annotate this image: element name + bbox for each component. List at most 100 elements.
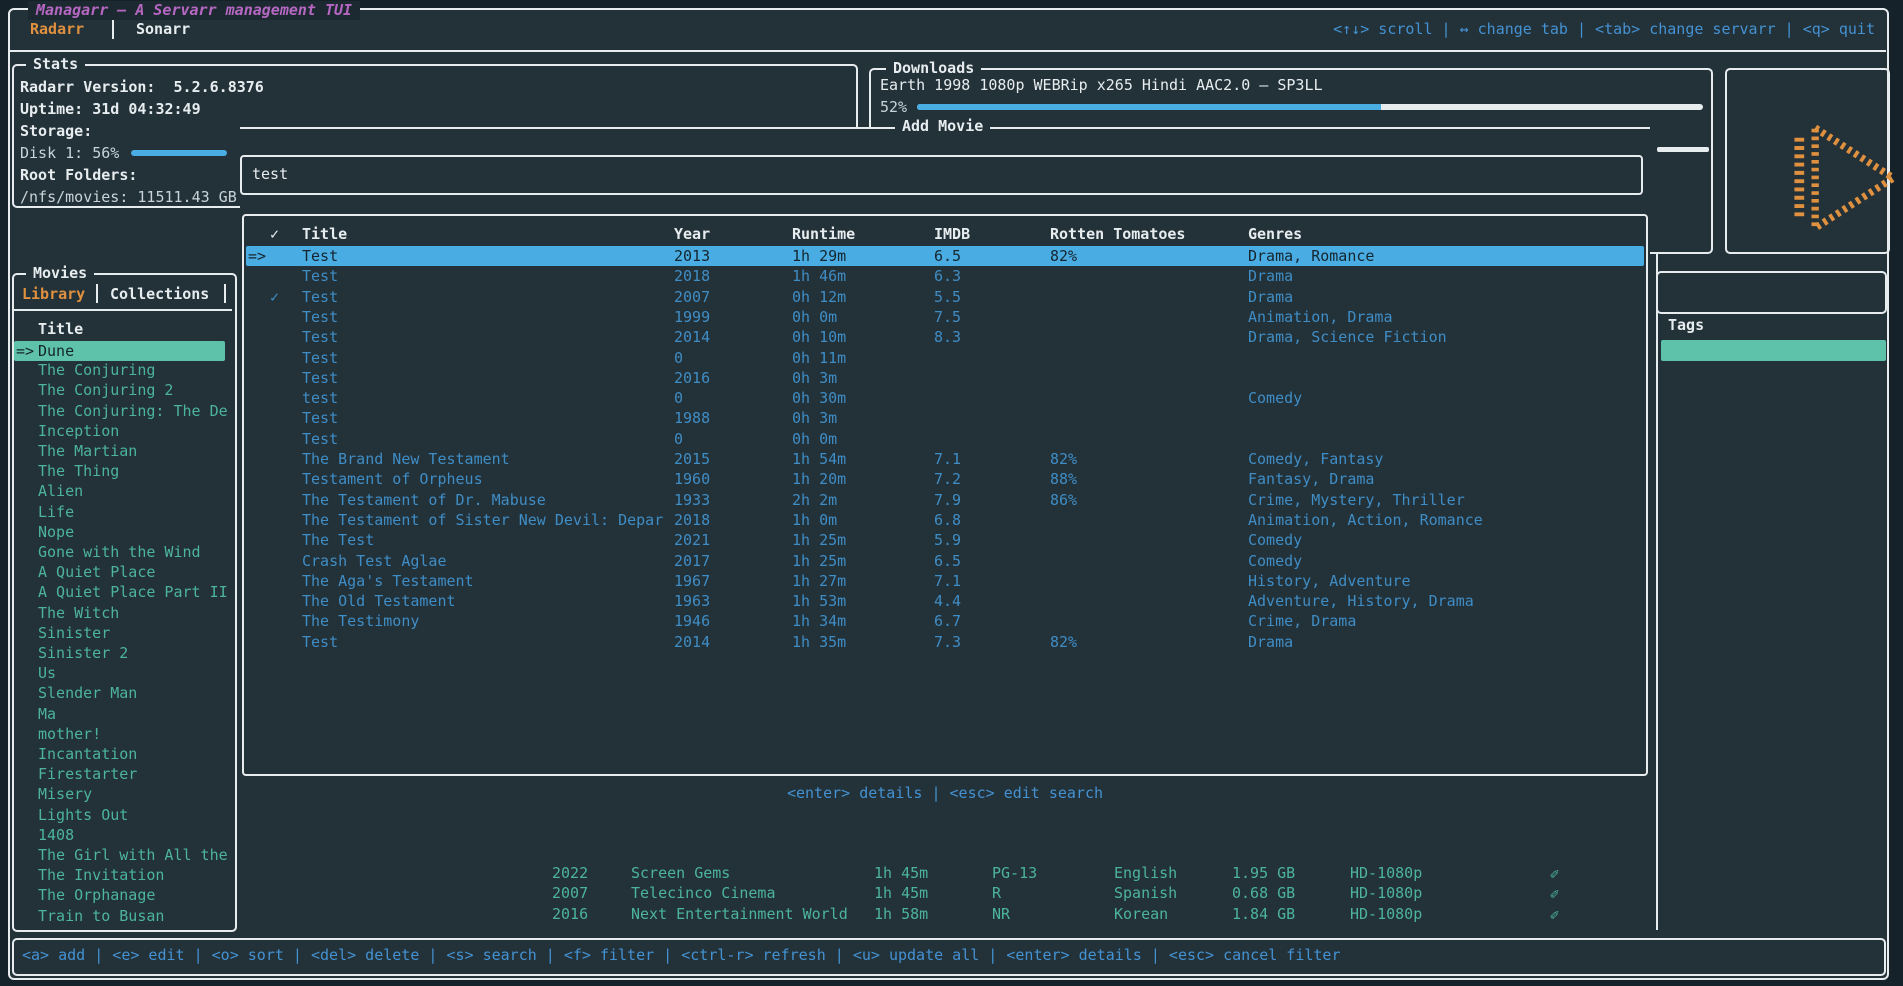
library-list-item[interactable]: A Quiet Place Part II (38, 583, 228, 602)
movie-title: Test (302, 287, 339, 306)
library-list-item[interactable]: A Quiet Place (38, 563, 156, 582)
tags-label: Tags (1668, 316, 1705, 334)
movie-imdb-rating: 7.3 (934, 632, 962, 651)
search-result-row[interactable]: Test 2018 1h 46m 6.3 Drama (246, 266, 1644, 286)
movie-search-box (240, 155, 1643, 195)
library-list-item[interactable]: Lights Out (38, 805, 129, 824)
movie-quality: HD-1080p (1350, 904, 1423, 923)
library-list-item[interactable]: Alien (38, 482, 84, 501)
movie-language: English (1114, 864, 1178, 882)
library-list-item[interactable]: mother! (38, 724, 102, 743)
library-list-item[interactable]: The Conjuring (38, 361, 156, 380)
movie-runtime: 1h 45m (874, 864, 929, 882)
library-list-item[interactable]: Sinister 2 (38, 644, 129, 662)
search-result-row[interactable]: The Brand New Testament 2015 1h 54m 7.1 82% C… (246, 449, 1644, 469)
movie-imdb-rating: 7.1 (934, 571, 962, 590)
stats-root-folders-label: Root Folders: (20, 166, 138, 184)
movie-year: 2022 (552, 864, 589, 882)
search-result-row[interactable]: Test 2014 1h 35m 7.3 82% Drama (246, 632, 1644, 652)
library-list-item[interactable]: The Conjuring 2 (38, 381, 174, 400)
library-list-item[interactable]: The Girl with All the (38, 846, 228, 864)
search-result-row[interactable]: The Test 2021 1h 25m 5.9 Comedy (246, 530, 1644, 550)
movie-imdb-rating: 5.9 (934, 531, 962, 550)
tab-sonarr[interactable]: Sonarr (136, 20, 191, 38)
movie-title: Crash Test Aglae (302, 551, 447, 570)
library-list-item[interactable]: 1408 (38, 825, 75, 844)
library-list-item[interactable]: Misery (38, 785, 93, 804)
library-list-item[interactable]: The Invitation (38, 866, 165, 885)
movie-runtime: 1h 46m (792, 267, 847, 286)
movie-title: The Test (302, 531, 375, 550)
tab-library[interactable]: Library (22, 285, 86, 303)
library-selected-item[interactable]: => Dune (14, 341, 225, 361)
movies-panel-title: Movies (26, 265, 95, 282)
movie-year: 1988 (674, 409, 711, 428)
movie-runtime: 0h 10m (792, 328, 847, 347)
movie-runtime: 1h 35m (792, 632, 847, 651)
download-progress-label: 52% (880, 98, 908, 116)
edit-pencil-icon: ✎ (1550, 885, 1560, 904)
search-result-row[interactable]: ✓ Test 2007 0h 12m 5.5 Drama (246, 287, 1644, 307)
movie-imdb-rating: 6.5 (934, 551, 962, 570)
library-list-item[interactable]: Life (38, 502, 75, 521)
movies-panel (12, 273, 237, 932)
search-result-row[interactable]: Testament of Orpheus 1960 1h 20m 7.2 88% Fant… (246, 469, 1644, 489)
library-list-item[interactable]: Firestarter (38, 765, 138, 784)
movie-genres: Animation, Action, Romance (1248, 510, 1483, 529)
library-list-item[interactable]: The Thing (38, 462, 120, 481)
movie-genres: Drama (1248, 632, 1294, 651)
movie-imdb-rating: 7.2 (934, 470, 962, 489)
movie-rt-rating: 88% (1050, 470, 1078, 489)
movie-genres: Comedy, Fantasy (1248, 450, 1384, 468)
tab-collections[interactable]: Collections (110, 285, 210, 303)
movie-search-input[interactable] (252, 165, 1622, 183)
tab-radarr[interactable]: Radarr (30, 20, 85, 38)
library-list-item[interactable]: Nope (38, 522, 75, 541)
movie-year: 0 (674, 429, 684, 448)
movie-title: Test (302, 328, 339, 347)
disk-usage-gauge (131, 150, 227, 156)
movie-title: Test (302, 307, 339, 326)
movie-genres: Crime, Mystery, Thriller (1248, 490, 1465, 509)
managarr-logo-icon (1745, 84, 1903, 277)
library-list-item[interactable]: Inception (38, 421, 120, 440)
search-result-row[interactable]: The Testament of Sister New Devil: Depar… (246, 510, 1644, 530)
library-list-item[interactable]: Ma (38, 704, 57, 723)
library-list-item[interactable]: Incantation (38, 745, 138, 763)
library-list-item[interactable]: Train to Busan (38, 906, 165, 925)
search-result-row[interactable]: Test 2014 0h 10m 8.3 Drama, Science Fiction (246, 327, 1644, 347)
search-result-row[interactable]: Test 0 0h 0m (246, 429, 1644, 449)
movie-imdb-rating: 5.5 (934, 287, 962, 306)
search-result-row[interactable]: Test 1999 0h 0m 7.5 Animation, Drama (246, 307, 1644, 327)
search-result-row[interactable]: => Test 2013 1h 29m 6.5 82% Drama, Romance (246, 246, 1644, 266)
library-list-item[interactable]: Gone with the Wind (38, 543, 201, 561)
search-result-row[interactable]: Test 1988 0h 3m (246, 408, 1644, 428)
edit-pencil-icon: ✎ (1550, 865, 1560, 883)
library-list-item[interactable]: The Witch (38, 603, 120, 622)
monitored-checkmark-icon: ✓ (270, 287, 280, 306)
library-list-item[interactable]: The Conjuring: The De (38, 401, 228, 420)
movie-year: 1967 (674, 571, 711, 590)
movie-year: 2018 (674, 510, 711, 529)
header-divider (9, 50, 1886, 52)
search-result-row[interactable]: The Testament of Dr. Mabuse 1933 2h 2m 7.9 8… (246, 490, 1644, 510)
search-result-row[interactable]: Test 2016 0h 3m (246, 368, 1644, 388)
movie-year: 1999 (674, 307, 711, 326)
search-result-row[interactable]: Crash Test Aglae 2017 1h 25m 6.5 Comedy (246, 551, 1644, 571)
library-list-item[interactable]: Us (38, 664, 57, 683)
movie-title: Testament of Orpheus (302, 470, 483, 489)
search-result-row[interactable]: Test 0 0h 11m (246, 348, 1644, 368)
library-list-item[interactable]: Sinister (38, 623, 111, 642)
movie-year: 0 (674, 389, 684, 408)
search-result-row[interactable]: The Testimony 1946 1h 34m 6.7 Crime, Drama (246, 611, 1644, 631)
movie-runtime: 1h 27m (792, 571, 847, 590)
movie-title: The Testament of Dr. Mabuse (302, 490, 546, 509)
library-list-item[interactable]: The Martian (38, 442, 138, 460)
search-result-row[interactable]: The Aga's Testament 1967 1h 27m 7.1 History,… (246, 571, 1644, 591)
library-list-item[interactable]: The Orphanage (38, 886, 156, 905)
search-result-row[interactable]: test 0 0h 30m Comedy (246, 388, 1644, 408)
library-list-item[interactable]: Slender Man (38, 684, 138, 703)
collections-tab-separator (224, 284, 226, 303)
search-result-row[interactable]: The Old Testament 1963 1h 53m 4.4 Adventure,… (246, 591, 1644, 611)
movie-title: Test (302, 632, 339, 651)
